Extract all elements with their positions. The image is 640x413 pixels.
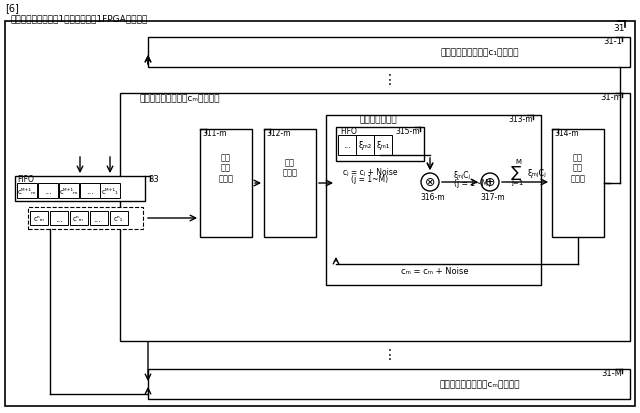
Text: [6]: [6] [5,3,19,13]
Text: イテレーション部（1プロセッサ、1FPGAに収容）: イテレーション部（1プロセッサ、1FPGAに収容） [10,14,147,24]
Text: (j = 1~M): (j = 1~M) [351,174,388,183]
Text: 313-m: 313-m [508,115,533,124]
Text: ∑: ∑ [511,165,521,180]
Text: 相互結合計算部: 相互結合計算部 [360,115,397,124]
FancyBboxPatch shape [326,116,541,285]
Text: ⊕: ⊕ [484,176,495,189]
Text: M: M [515,159,521,165]
Text: j=1: j=1 [511,180,523,185]
FancyBboxPatch shape [374,136,392,156]
Circle shape [481,173,499,192]
Text: FIFO: FIFO [340,126,357,135]
Text: cⁿ₁: cⁿ₁ [113,216,123,221]
Text: ⋮: ⋮ [383,73,397,87]
FancyBboxPatch shape [5,22,635,406]
Text: cⁿₘ: cⁿₘ [72,216,83,221]
Text: 利得
損失
計算部: 利得 損失 計算部 [218,153,234,183]
Text: (j = 1~M): (j = 1~M) [454,178,491,187]
Circle shape [421,173,439,192]
FancyBboxPatch shape [90,211,108,225]
Text: 317-m: 317-m [480,193,504,202]
Text: ...: ... [86,187,94,196]
FancyBboxPatch shape [336,128,424,161]
Text: 316-m: 316-m [420,193,445,202]
FancyBboxPatch shape [50,211,68,225]
FancyBboxPatch shape [17,183,37,199]
Text: ...: ... [93,214,101,223]
Text: 311-m: 311-m [202,128,227,137]
Text: 31-1: 31-1 [603,38,622,46]
Text: イテレーション部（c₁を担当）: イテレーション部（c₁を担当） [441,48,519,57]
Text: ⊗: ⊗ [425,176,435,189]
FancyBboxPatch shape [80,183,100,199]
Text: 314-m: 314-m [554,128,579,137]
Text: 31-M: 31-M [601,369,622,377]
FancyBboxPatch shape [148,369,630,399]
FancyBboxPatch shape [552,130,604,237]
FancyBboxPatch shape [15,177,145,202]
Text: イテレーション部（cₘを担当）: イテレーション部（cₘを担当） [440,380,520,389]
FancyBboxPatch shape [30,211,48,225]
FancyBboxPatch shape [264,130,316,237]
Text: 31-m: 31-m [600,93,622,102]
Text: cⱼ = cⱼ + Noise: cⱼ = cⱼ + Noise [343,167,397,176]
Text: cₘ = cₘ + Noise: cₘ = cₘ + Noise [401,267,469,276]
FancyBboxPatch shape [148,38,630,68]
Text: 33: 33 [148,175,159,184]
Text: 雑音
計算部: 雑音 計算部 [282,158,298,177]
Text: cᴹ⁺¹ₘ: cᴹ⁺¹ₘ [18,189,36,195]
FancyBboxPatch shape [38,183,58,199]
FancyBboxPatch shape [28,207,143,230]
Text: ξₘ₁: ξₘ₁ [376,141,390,150]
Text: ξₘⱼCⱼ: ξₘⱼCⱼ [454,170,471,179]
Text: ⋮: ⋮ [383,347,397,361]
FancyBboxPatch shape [120,94,630,341]
Text: 31: 31 [614,24,625,33]
Text: cⁿₘ: cⁿₘ [33,216,45,221]
FancyBboxPatch shape [59,183,79,199]
FancyBboxPatch shape [70,211,88,225]
FancyBboxPatch shape [338,136,356,156]
FancyBboxPatch shape [110,211,128,225]
Text: ξₘⱼCⱼ: ξₘⱼCⱼ [528,168,547,177]
Text: ...: ... [44,187,52,196]
Text: イテレーション部（cₘを担当）: イテレーション部（cₘを担当） [140,94,221,103]
Text: cᴹ⁺¹ₘ: cᴹ⁺¹ₘ [60,189,78,195]
Text: ...: ... [55,214,63,223]
FancyBboxPatch shape [356,136,374,156]
Text: 振幅
位相
計算部: 振幅 位相 計算部 [570,153,586,183]
Text: 315-m: 315-m [396,126,420,135]
FancyBboxPatch shape [200,130,252,237]
Text: FIFO: FIFO [17,175,34,184]
FancyBboxPatch shape [100,183,120,199]
Text: ...: ... [343,141,351,150]
Text: cᴹ⁺¹₁: cᴹ⁺¹₁ [102,189,118,195]
Text: 312-m: 312-m [266,128,291,137]
Text: ξₘ₂: ξₘ₂ [358,141,372,150]
